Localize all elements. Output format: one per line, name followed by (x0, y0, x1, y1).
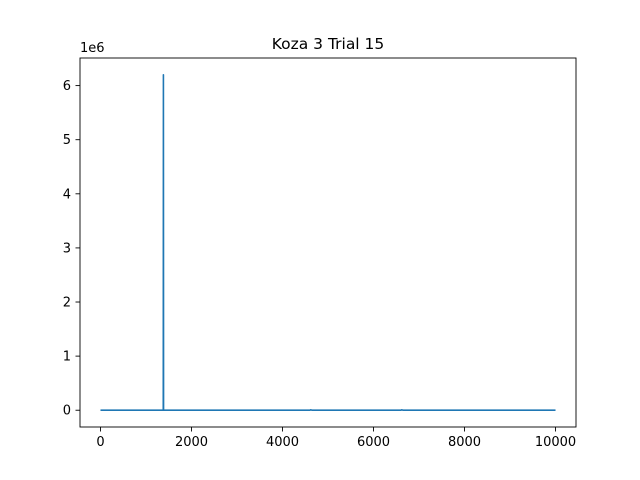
x-tick-label: 6000 (357, 435, 390, 450)
x-tick-label: 2000 (175, 435, 208, 450)
axes-frame (79, 57, 577, 428)
x-tick-label: 8000 (448, 435, 481, 450)
y-tick-label: 1 (63, 350, 71, 365)
x-tick-label: 10000 (535, 435, 576, 450)
y-tick-label: 3 (63, 241, 71, 256)
chart-title: Koza 3 Trial 15 (272, 35, 385, 53)
x-tick-label: 0 (96, 435, 104, 450)
series-line-0 (100, 73, 556, 412)
y-tick-label: 0 (63, 404, 71, 419)
plot-area: 0 2000 4000 6000 8000 10000 0 1 2 3 4 5 6 (63, 57, 577, 450)
y-offset-label: 1e6 (80, 41, 105, 56)
y-tick-label: 5 (63, 133, 71, 148)
y-tick-label: 2 (63, 296, 71, 311)
y-tick-label: 4 (63, 187, 71, 202)
y-tick-label: 6 (63, 79, 71, 94)
x-tick-label: 4000 (266, 435, 299, 450)
